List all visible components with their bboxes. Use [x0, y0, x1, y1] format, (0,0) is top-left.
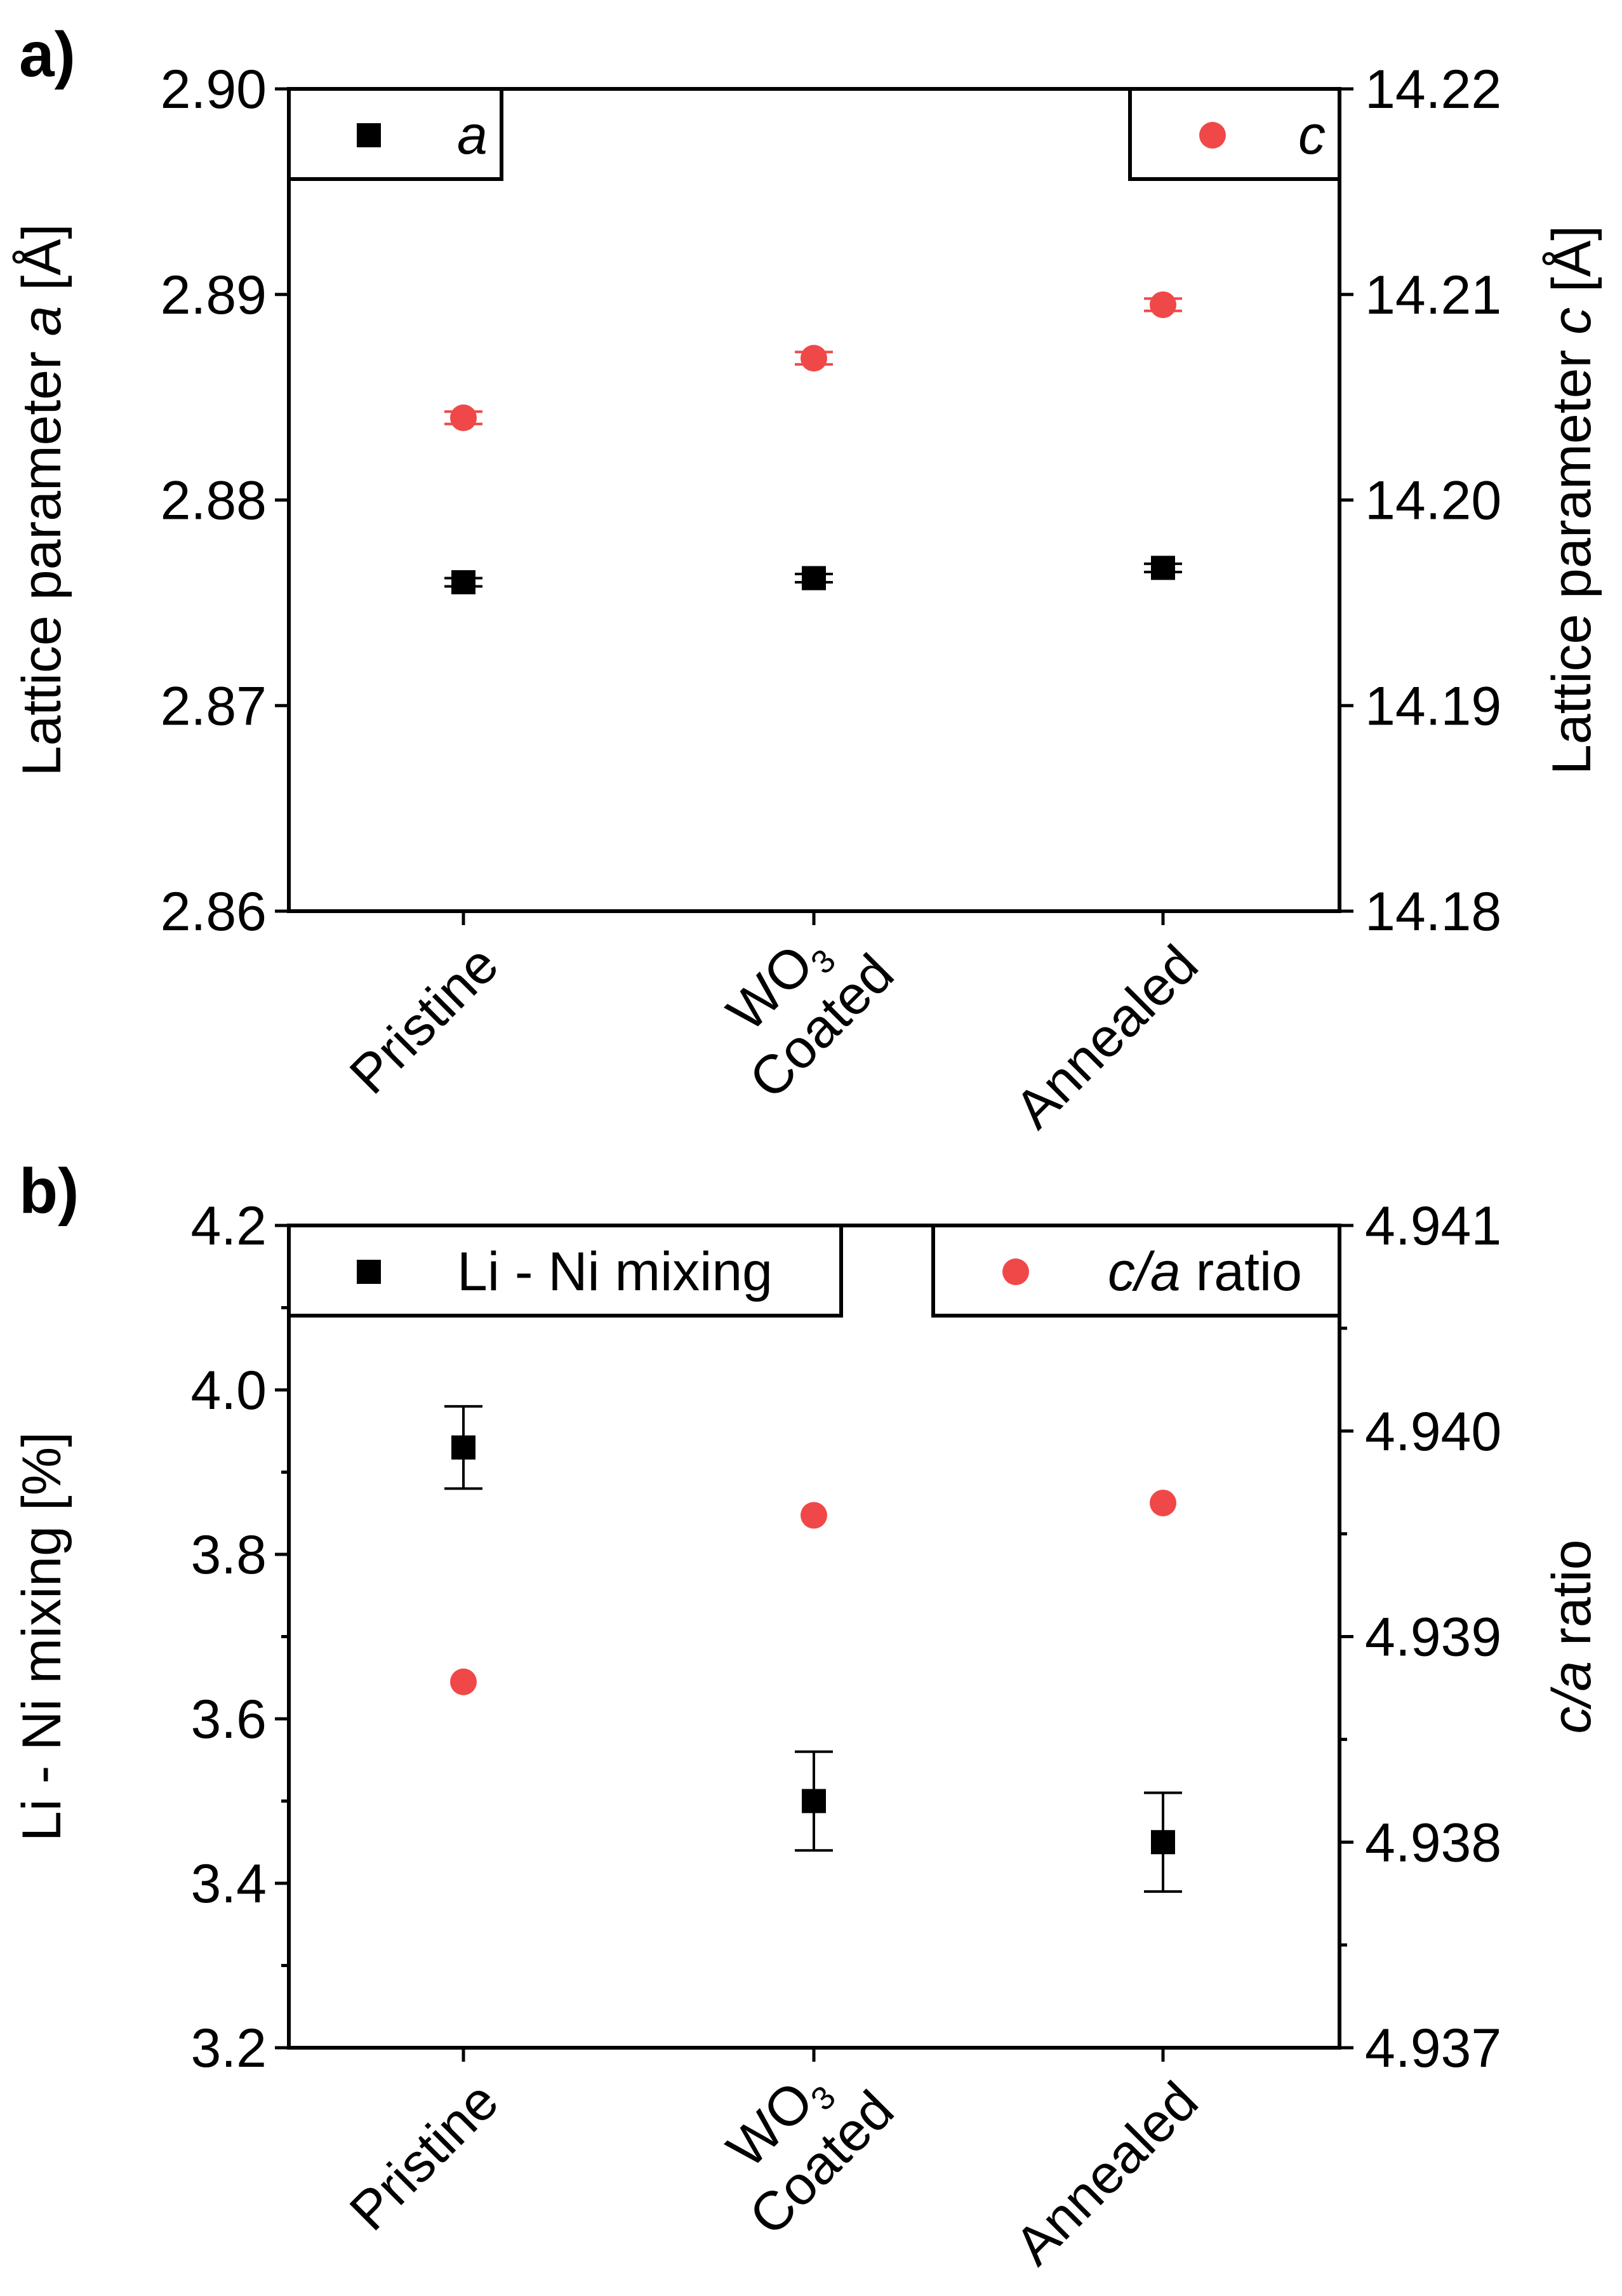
left-axis-tick-label: 4.2: [190, 1196, 267, 1257]
right-axis-tick-label: 4.940: [1365, 1401, 1501, 1462]
right-axis-title: c/a ratio: [1541, 1540, 1602, 1734]
legend-c-label: c: [1298, 105, 1326, 166]
left-axis-title: Li - Ni mixing [%]: [11, 1432, 72, 1841]
left-axis-tick-label: 3.8: [190, 1525, 267, 1585]
x-category-label: Annealed: [1004, 934, 1210, 1140]
legend-ca-label: c/a ratio: [1108, 1241, 1302, 1302]
series-1-point: [802, 1789, 826, 1813]
right-axis-tick-label: 14.22: [1365, 59, 1501, 120]
series-2-point: [450, 404, 477, 431]
right-axis-tick-label: 14.19: [1365, 676, 1501, 737]
legend-ca-marker: [1002, 1258, 1029, 1285]
right-axis-tick-label: 4.938: [1365, 1812, 1501, 1873]
series-1-point: [1151, 1830, 1175, 1855]
series-2-point: [801, 1502, 827, 1529]
series-1-point: [1151, 556, 1175, 580]
left-axis-tick-label: 3.6: [190, 1689, 267, 1750]
left-axis-title: Lattice parameter a [Å]: [11, 224, 72, 776]
legend-c-marker: [1199, 122, 1226, 149]
right-axis-tick-label: 4.941: [1365, 1196, 1501, 1257]
left-axis-tick-label: 4.0: [190, 1360, 267, 1421]
left-axis-tick-label: 3.2: [190, 2018, 267, 2079]
left-axis-tick-label: 3.4: [190, 1853, 267, 1914]
legend-a-box: [287, 89, 503, 181]
left-axis-tick-label: 2.88: [161, 471, 267, 531]
series-1-point: [802, 566, 826, 591]
panel-label: b): [19, 1156, 79, 1227]
plot-frame: [287, 1224, 1341, 2050]
right-axis-tick-label: 14.20: [1365, 471, 1501, 531]
series-1-point: [451, 1435, 475, 1460]
right-axis-tick-label: 14.21: [1365, 265, 1501, 326]
legend-a-label: a: [457, 105, 488, 166]
series-2-point: [450, 1668, 477, 1695]
left-axis-tick-label: 2.86: [161, 881, 267, 942]
left-axis-tick-label: 2.90: [161, 59, 267, 120]
legend-ca-box: [931, 1225, 1341, 1318]
series-2-point: [1150, 1490, 1176, 1517]
x-category-label: Pristine: [338, 934, 510, 1106]
right-axis-tick-label: 4.939: [1365, 1607, 1501, 1668]
left-axis-tick-label: 2.87: [161, 676, 267, 737]
legend-c-box: [1128, 89, 1341, 181]
legend-lini-marker: [357, 1260, 381, 1284]
x-category-label: Annealed: [1004, 2071, 1210, 2277]
series-2-point: [801, 345, 827, 372]
panel-a-chart: a) 2.86 2.87 2.88 2.89 2.90 14.18 14.19 14.20 14.…: [11, 19, 1602, 1140]
left-axis-tick-label: 2.89: [161, 265, 267, 326]
plot-frame: [287, 87, 1341, 913]
panel-label: a): [19, 19, 76, 90]
legend-lini-box: [287, 1225, 843, 1318]
right-axis-tick-label: 4.937: [1365, 2018, 1501, 2079]
series-2-point: [1150, 291, 1176, 318]
right-axis-tick-label: 14.18: [1365, 881, 1501, 942]
series-1-point: [451, 570, 475, 594]
panel-b-chart: b) 3.2 3.4 3.6 3.8 4.0 4.2 4.937 4.938 4.939 4.940…: [11, 1156, 1602, 2276]
x-category-label: Pristine: [338, 2071, 510, 2243]
legend-lini-label: Li - Ni mixing: [457, 1241, 773, 1302]
right-axis-title: Lattice parameter c [Å]: [1541, 225, 1602, 775]
legend-a-marker: [357, 123, 381, 147]
